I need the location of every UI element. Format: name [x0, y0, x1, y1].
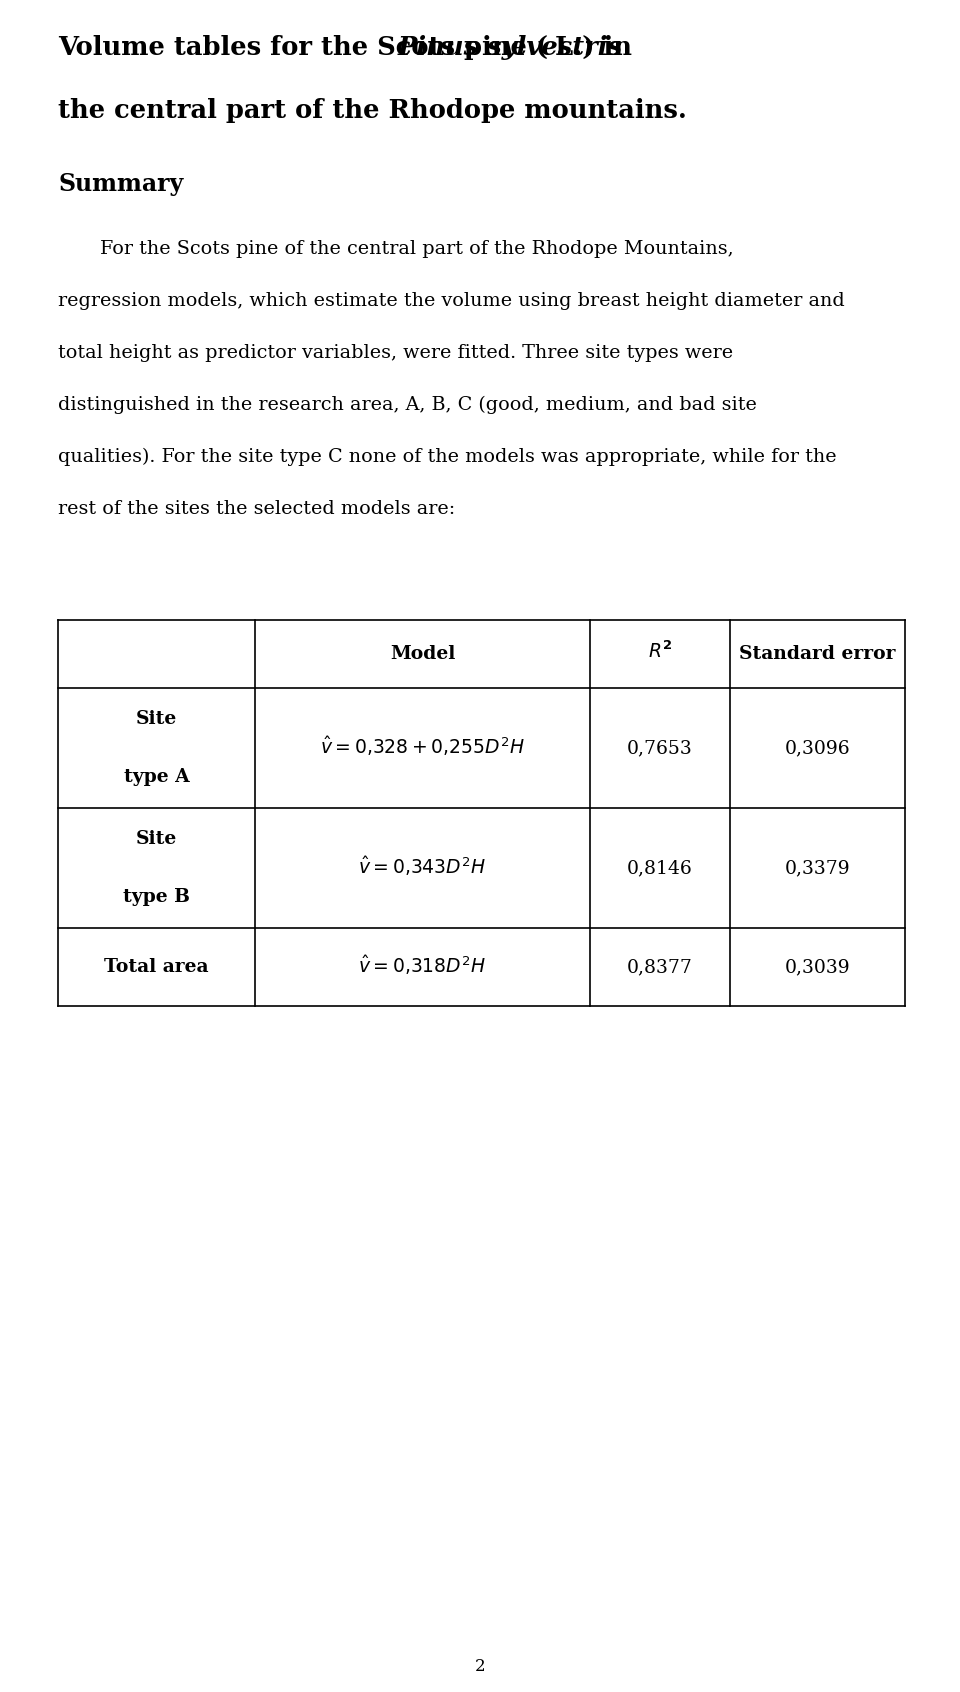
Text: Site: Site [136, 711, 178, 728]
Text: For the Scots pine of the central part of the Rhodope Mountains,: For the Scots pine of the central part o… [100, 240, 733, 257]
Text: 0,3039: 0,3039 [784, 958, 851, 976]
Text: 0,8377: 0,8377 [627, 958, 693, 976]
Text: 0,8146: 0,8146 [627, 860, 693, 876]
Text: total height as predictor variables, were fitted. Three site types were: total height as predictor variables, wer… [58, 343, 733, 362]
Text: Standard error: Standard error [739, 645, 896, 663]
Text: L.) in: L.) in [546, 36, 632, 59]
Text: 0,3379: 0,3379 [784, 860, 851, 876]
Text: distinguished in the research area, A, B, C (good, medium, and bad site: distinguished in the research area, A, B… [58, 396, 756, 415]
Text: rest of the sites the selected models are:: rest of the sites the selected models ar… [58, 501, 455, 518]
Text: $\hat{v} = 0{,}318D^{2}H$: $\hat{v} = 0{,}318D^{2}H$ [358, 953, 487, 976]
Text: $\mathit{R}^{\mathbf{2}}$: $\mathit{R}^{\mathbf{2}}$ [648, 640, 672, 662]
Text: 0,3096: 0,3096 [784, 739, 851, 756]
Text: $\hat{v} = 0{,}343D^{2}H$: $\hat{v} = 0{,}343D^{2}H$ [358, 854, 487, 878]
Text: 0,7653: 0,7653 [627, 739, 693, 756]
Text: type B: type B [123, 888, 190, 905]
Text: Summary: Summary [58, 173, 183, 196]
Text: Site: Site [136, 831, 178, 848]
Text: regression models, which estimate the volume using breast height diameter and: regression models, which estimate the vo… [58, 293, 845, 310]
Text: Total area: Total area [105, 958, 208, 976]
Text: 2: 2 [474, 1658, 486, 1675]
Text: Model: Model [390, 645, 455, 663]
Text: Pinus sylvestris: Pinus sylvestris [398, 36, 623, 59]
Text: type A: type A [124, 768, 189, 787]
Text: $\hat{v} = 0{,}328 + 0{,}255D^{2}H$: $\hat{v} = 0{,}328 + 0{,}255D^{2}H$ [320, 734, 525, 758]
Text: Volume tables for the Scots pine (: Volume tables for the Scots pine ( [58, 36, 548, 59]
Text: the central part of the Rhodope mountains.: the central part of the Rhodope mountain… [58, 98, 686, 124]
Text: qualities). For the site type C none of the models was appropriate, while for th: qualities). For the site type C none of … [58, 448, 836, 467]
